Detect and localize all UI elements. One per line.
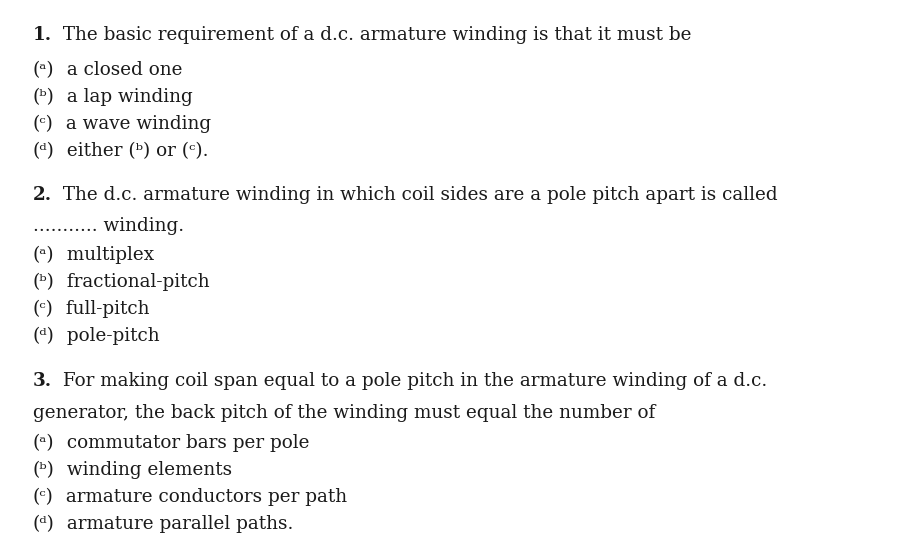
Text: (ᵃ): (ᵃ) (33, 434, 54, 452)
Text: 3.: 3. (33, 372, 52, 390)
Text: The d.c. armature winding in which coil sides are a pole pitch apart is called: The d.c. armature winding in which coil … (57, 186, 778, 204)
Text: multiplex: multiplex (61, 246, 154, 264)
Text: For making coil span equal to a pole pitch in the armature winding of a d.c.: For making coil span equal to a pole pit… (57, 372, 767, 390)
Text: a wave winding: a wave winding (60, 115, 211, 133)
Text: (ᶜ): (ᶜ) (33, 115, 53, 133)
Text: (ᵈ): (ᵈ) (33, 515, 54, 533)
Text: pole-pitch: pole-pitch (61, 327, 159, 345)
Text: armature conductors per path: armature conductors per path (60, 488, 347, 506)
Text: commutator bars per pole: commutator bars per pole (61, 434, 309, 452)
Text: ........... winding.: ........... winding. (33, 217, 184, 236)
Text: (ᵇ): (ᵇ) (33, 461, 54, 479)
Text: 1.: 1. (33, 26, 52, 44)
Text: (ᶜ): (ᶜ) (33, 300, 53, 318)
Text: The basic requirement of a d.c. armature winding is that it must be: The basic requirement of a d.c. armature… (57, 26, 692, 44)
Text: 2.: 2. (33, 186, 52, 204)
Text: generator, the back pitch of the winding must equal the number of: generator, the back pitch of the winding… (33, 404, 655, 422)
Text: winding elements: winding elements (61, 461, 232, 479)
Text: (ᵇ): (ᵇ) (33, 88, 54, 106)
Text: (ᵃ): (ᵃ) (33, 246, 54, 264)
Text: a lap winding: a lap winding (61, 88, 193, 106)
Text: (ᵇ): (ᵇ) (33, 273, 54, 291)
Text: full-pitch: full-pitch (60, 300, 149, 318)
Text: (ᵃ): (ᵃ) (33, 61, 54, 79)
Text: fractional-pitch: fractional-pitch (61, 273, 209, 291)
Text: armature parallel paths.: armature parallel paths. (61, 515, 294, 533)
Text: a closed one: a closed one (61, 61, 182, 79)
Text: (ᵈ): (ᵈ) (33, 142, 54, 160)
Text: (ᵈ): (ᵈ) (33, 327, 54, 345)
Text: (ᶜ): (ᶜ) (33, 488, 53, 506)
Text: either (ᵇ) or (ᶜ).: either (ᵇ) or (ᶜ). (61, 142, 208, 160)
